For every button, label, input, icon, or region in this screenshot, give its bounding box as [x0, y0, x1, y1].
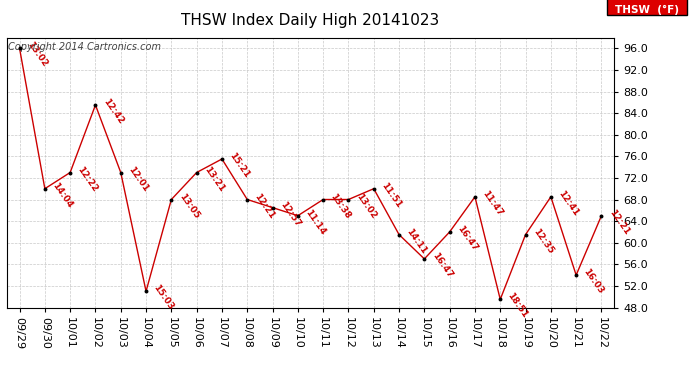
- Point: [596, 213, 607, 219]
- Text: 12:21: 12:21: [607, 208, 631, 236]
- Text: 14:04: 14:04: [50, 181, 75, 210]
- Text: 18:51: 18:51: [506, 291, 530, 320]
- Point: [90, 102, 101, 108]
- Text: 12:57: 12:57: [278, 200, 302, 228]
- Point: [115, 170, 126, 176]
- Text: 13:21: 13:21: [202, 165, 226, 193]
- Point: [495, 296, 506, 302]
- Point: [141, 288, 152, 294]
- Text: 13:05: 13:05: [177, 192, 201, 220]
- Point: [14, 45, 25, 51]
- Text: 15:03: 15:03: [152, 284, 175, 312]
- Text: THSW  (°F): THSW (°F): [615, 4, 679, 15]
- Text: 13:02: 13:02: [354, 192, 377, 220]
- Text: 13:38: 13:38: [328, 192, 353, 220]
- Text: 11:14: 11:14: [304, 208, 327, 237]
- Text: 12:42: 12:42: [101, 97, 125, 126]
- Point: [520, 232, 531, 238]
- Text: 15:21: 15:21: [228, 151, 251, 180]
- Point: [317, 196, 328, 202]
- Point: [368, 186, 380, 192]
- Text: 16:47: 16:47: [455, 224, 479, 253]
- Text: 12:21: 12:21: [253, 192, 277, 220]
- Text: 13:02: 13:02: [25, 40, 49, 69]
- Point: [571, 272, 582, 278]
- Text: 16:03: 16:03: [582, 267, 605, 296]
- Point: [166, 196, 177, 202]
- Point: [444, 229, 455, 235]
- Text: 11:47: 11:47: [480, 189, 504, 217]
- Point: [545, 194, 556, 200]
- Point: [241, 196, 253, 202]
- Text: 11:51: 11:51: [380, 181, 403, 209]
- Text: THSW Index Daily High 20141023: THSW Index Daily High 20141023: [181, 13, 440, 28]
- Text: 12:22: 12:22: [76, 165, 99, 193]
- Point: [393, 232, 404, 238]
- Text: 12:35: 12:35: [531, 226, 555, 255]
- Point: [419, 256, 430, 262]
- Text: 16:47: 16:47: [430, 251, 454, 280]
- Point: [39, 186, 50, 192]
- Point: [217, 156, 228, 162]
- Point: [267, 205, 278, 211]
- Point: [343, 196, 354, 202]
- Point: [191, 170, 202, 176]
- Text: Copyright 2014 Cartronics.com: Copyright 2014 Cartronics.com: [8, 42, 161, 51]
- Point: [65, 170, 76, 176]
- Point: [293, 213, 304, 219]
- Text: 12:41: 12:41: [556, 189, 580, 217]
- Text: 14:11: 14:11: [404, 226, 428, 255]
- Point: [469, 194, 480, 200]
- Text: 12:01: 12:01: [126, 165, 150, 193]
